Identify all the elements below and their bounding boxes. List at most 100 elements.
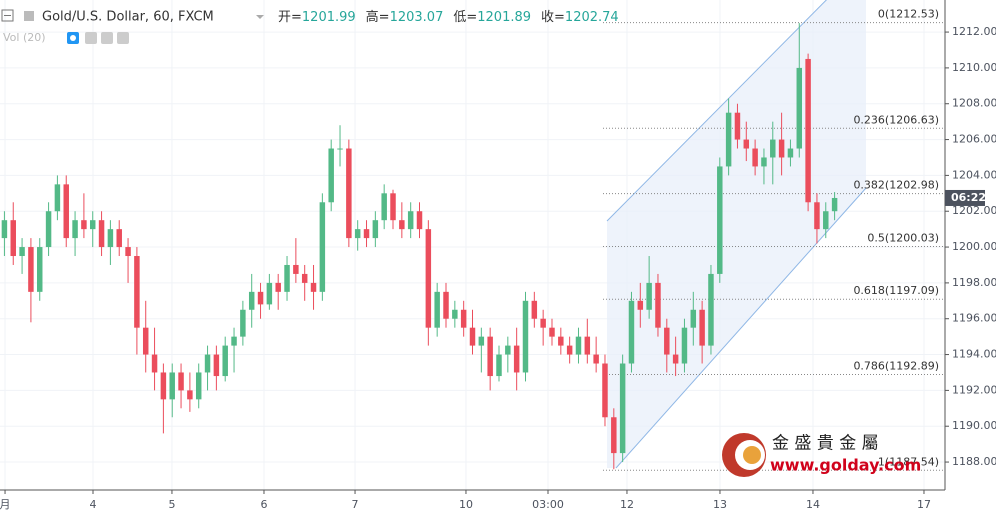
candle-body [310, 282, 317, 292]
candle-body [399, 220, 405, 230]
candle-body [89, 220, 96, 230]
candle-body [178, 372, 184, 391]
time-axis-bg [0, 490, 945, 518]
candle-body [116, 229, 122, 248]
candle-body [478, 336, 485, 346]
candle-body [1, 220, 8, 239]
candle-body [19, 247, 25, 257]
y-tick-label: 1212.00 [952, 25, 996, 38]
x-tick-label: 6 [260, 498, 267, 511]
candle-body [195, 372, 202, 400]
candle-body [823, 211, 829, 230]
fib-label: 0(1212.53) [878, 8, 939, 21]
channel-upper [606, 0, 828, 222]
candle-body [319, 202, 326, 292]
settings-icon[interactable] [85, 32, 97, 44]
candle-body [796, 67, 803, 149]
collapse-icon[interactable] [1, 9, 14, 22]
y-tick-label: 1192.00 [952, 383, 996, 396]
candle-body [381, 193, 387, 221]
candle-body [416, 211, 423, 230]
candle-body [743, 139, 750, 149]
y-tick-label: 1194.00 [952, 348, 996, 361]
candle-body [240, 309, 246, 337]
add-icon[interactable] [101, 32, 113, 44]
candle-body [372, 220, 379, 239]
candle-body [761, 157, 767, 167]
candle-body [566, 345, 573, 355]
candle-body [814, 202, 820, 230]
header: Gold/U.S. Dollar, 60, FXCM 开=1201.99 高=12… [1, 9, 619, 44]
fib-label: 0.786(1192.89) [853, 359, 939, 372]
x-tick-label: 7 [352, 498, 359, 511]
candle-body [558, 336, 564, 346]
candle-body [434, 291, 440, 328]
candle-body [628, 300, 635, 364]
candle-body [584, 336, 591, 355]
volume-label: Vol (20) [3, 31, 46, 44]
candle-body [611, 417, 617, 454]
candle-body [602, 363, 608, 418]
candle-body [752, 148, 758, 167]
candle-body [142, 327, 149, 355]
dropdown-arrow[interactable] [256, 15, 264, 19]
y-tick-label: 1188.00 [952, 455, 996, 468]
candle-body [213, 354, 220, 377]
eye-icon-dot [70, 35, 76, 41]
candle-body [513, 345, 520, 373]
candle-body [266, 282, 273, 305]
candle-body [81, 220, 87, 230]
candle-body [257, 291, 264, 305]
x-tick-label: 17 [917, 498, 931, 511]
candle-body [593, 354, 599, 364]
channel-lower [615, 187, 867, 469]
symbol-title: Gold/U.S. Dollar, 60, FXCM [42, 10, 214, 25]
logo-core [743, 446, 761, 464]
fib-label: 0.5(1200.03) [867, 232, 939, 245]
candle-body [363, 229, 370, 239]
candle-body [787, 148, 794, 158]
candle-body [275, 282, 281, 292]
y-tick-label: 1204.00 [952, 168, 996, 181]
candle-body [522, 300, 529, 373]
candle-body [160, 372, 167, 400]
fib-retracement: 0(1212.53) 0.236(1206.63) 0.382(1202.98) 0.… [603, 8, 945, 471]
x-tick-label: 14 [806, 498, 820, 511]
candle-body [346, 148, 352, 239]
y-tick-label: 1198.00 [952, 276, 996, 289]
candle-body [778, 139, 785, 158]
candle-body [169, 372, 175, 400]
candle-body [187, 390, 193, 400]
candle-body [805, 58, 811, 203]
y-tick-label: 1200.00 [952, 240, 996, 253]
watermark-logo: 金 盛 貴 金 屬 www.golday.com [722, 433, 921, 477]
candle-body [505, 345, 511, 355]
candle-body [831, 197, 838, 212]
candle-body [354, 229, 361, 239]
candle-body [284, 264, 290, 292]
candle-body [134, 256, 140, 328]
candle-body [301, 273, 308, 283]
grid [0, 0, 945, 490]
candle-body [125, 247, 131, 257]
high-value: 1203.07 [390, 10, 444, 25]
candle-body [407, 211, 414, 230]
candle-body [770, 139, 776, 158]
fib-label: 1(1187.54) [878, 455, 939, 468]
candle-body [549, 327, 555, 337]
close-icon[interactable] [117, 32, 129, 44]
candle-body [248, 291, 255, 310]
candle-body [72, 220, 78, 239]
candle-body [204, 354, 211, 373]
open-label: 开= [278, 10, 302, 25]
candle-body [575, 336, 582, 355]
x-tick-label: 4 [89, 498, 96, 511]
candle-body [443, 291, 449, 319]
y-tick-label: 1208.00 [952, 97, 996, 110]
y-tick-label: 1196.00 [952, 312, 996, 325]
candle-body [452, 309, 458, 319]
candle-body [98, 220, 105, 248]
candle-body [734, 112, 741, 140]
candle-body [45, 211, 52, 248]
